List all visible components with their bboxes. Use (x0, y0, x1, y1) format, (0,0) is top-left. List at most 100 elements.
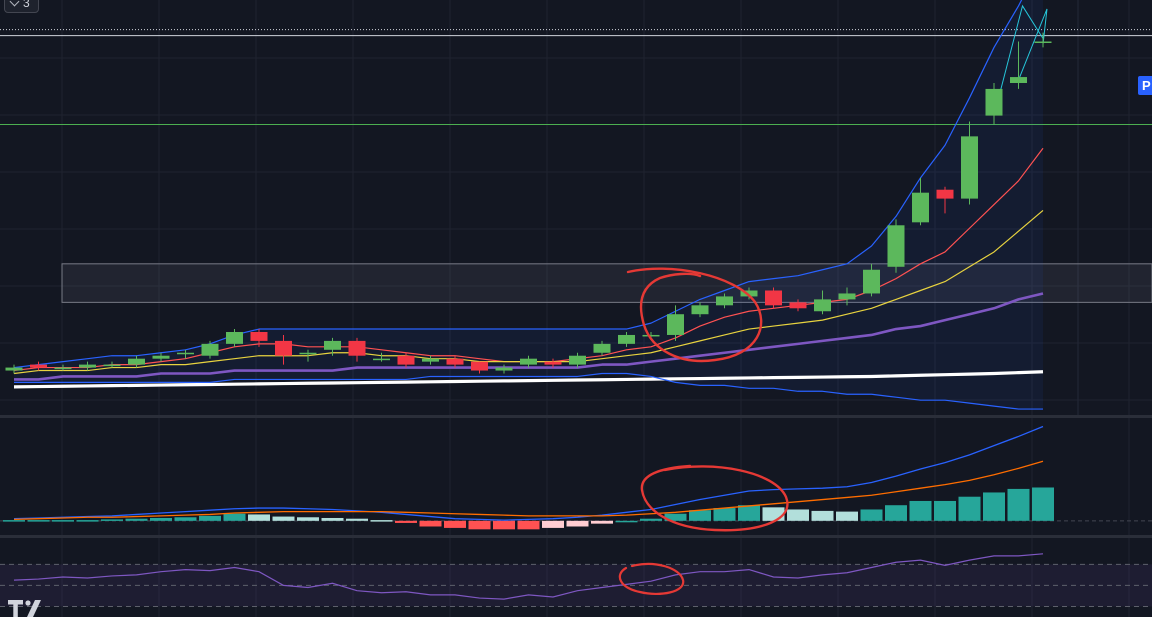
candle-body (79, 364, 96, 368)
candle-body (250, 332, 268, 341)
candle-body (789, 302, 807, 309)
macd-histogram-bar (321, 517, 344, 521)
macd-histogram-bar (689, 510, 711, 521)
macd-histogram-bar (909, 500, 932, 521)
bollinger-fill (14, 0, 1043, 410)
candle-body (618, 334, 635, 344)
macd-histogram-bar (199, 515, 221, 521)
overlay-spike-a (993, 4, 1044, 116)
macd-histogram-bar (101, 519, 123, 521)
macd-histogram-bar (468, 520, 491, 530)
tradingview-logo-icon (8, 600, 41, 617)
macd-panel (0, 425, 1152, 530)
candle-body (471, 361, 488, 371)
candle-body (691, 305, 709, 315)
candle-body (716, 296, 733, 306)
candle-body (177, 352, 194, 355)
rsi-line (13, 553, 1044, 600)
macd-histogram-bar (517, 520, 540, 530)
macd-histogram-bar (346, 518, 368, 521)
candle-body (446, 358, 464, 365)
price-axis-tag[interactable]: P (1138, 76, 1152, 95)
zone-rect (61, 263, 1152, 303)
candle-body (275, 340, 292, 356)
candle-body (667, 314, 684, 335)
macd-macd-line (13, 425, 1044, 521)
overlay-spike-b (1018, 8, 1048, 81)
overlay-bb_lower (14, 372, 1043, 410)
annotation-circle-price (626, 267, 763, 363)
macd-histogram-bar (860, 509, 883, 521)
macd-histogram-bar (444, 520, 466, 528)
candle-body (5, 367, 23, 371)
hand-drawn-circles[interactable] (618, 267, 789, 596)
macd-histogram-bar (983, 492, 1005, 521)
pane-separator-1 (0, 415, 1152, 418)
chevron-down-icon (9, 0, 20, 7)
macd-histogram-bar (272, 516, 295, 521)
macd-histogram-bar (542, 520, 564, 528)
macd-histogram-bar (762, 507, 785, 521)
candle-body (520, 358, 537, 365)
macd-histogram-bar (27, 520, 50, 522)
pane-separator-2 (0, 535, 1152, 538)
macd-histogram-bar (640, 518, 662, 521)
candle-body (324, 340, 341, 350)
candle-body (422, 358, 439, 362)
macd-histogram-bar (52, 520, 74, 522)
macd-histogram-bar (297, 517, 319, 521)
pane-separators[interactable] (0, 415, 1152, 538)
macd-histogram-bar (591, 520, 613, 524)
candle-body (740, 290, 758, 297)
macd-signal-line (13, 460, 1044, 521)
candle-body (226, 332, 243, 344)
macd-histogram-bar (150, 517, 172, 521)
resistance-zone[interactable] (61, 263, 1152, 303)
candle-body (569, 355, 586, 365)
macd-histogram-bar (836, 511, 858, 521)
macd-histogram-bar (885, 505, 907, 521)
macd-histogram-bar (76, 520, 99, 522)
candle-body (544, 361, 562, 365)
candle-body (912, 192, 929, 223)
annotation-circle-macd (640, 464, 789, 532)
macd-histogram-bar (370, 520, 393, 522)
macd-histogram-bar (223, 513, 246, 521)
candle-body (593, 343, 611, 353)
candle-body (397, 355, 415, 365)
macd-histogram-bar (3, 520, 25, 522)
candle-body (495, 367, 513, 371)
candle-body (838, 293, 856, 300)
candle-body (936, 189, 954, 199)
candle-body (985, 88, 1003, 116)
macd-histogram-bar (713, 508, 736, 521)
candle-body (887, 225, 905, 267)
layers-count: 3 (23, 0, 30, 10)
candle-body (1010, 77, 1027, 83)
overlay-long_ma (13, 370, 1044, 389)
macd-histogram-bar (787, 509, 809, 521)
candle-body (103, 364, 121, 367)
candle-body (348, 340, 366, 356)
macd-histogram-bar (395, 520, 417, 523)
macd-histogram-bar (958, 496, 981, 521)
candle-body (1034, 41, 1052, 43)
candle-body (373, 358, 390, 361)
candle-body (30, 364, 47, 368)
candle-body (128, 358, 145, 365)
candle-body (863, 269, 880, 294)
annotation-circle-rsi (618, 562, 685, 596)
horizontal-price-lines[interactable] (0, 29, 1152, 125)
moving-average-overlays (13, 0, 1048, 410)
macd-histogram-bar (664, 513, 687, 521)
macd-histogram-bar (615, 520, 638, 523)
candle-body (814, 299, 831, 312)
layers-badge[interactable]: 3 (4, 0, 39, 13)
candle-body (201, 343, 219, 356)
candle-body (642, 334, 660, 337)
macd-histogram-bar (738, 505, 760, 521)
candle-body (299, 352, 317, 355)
candle-body (54, 367, 72, 370)
candle-body (765, 290, 782, 306)
